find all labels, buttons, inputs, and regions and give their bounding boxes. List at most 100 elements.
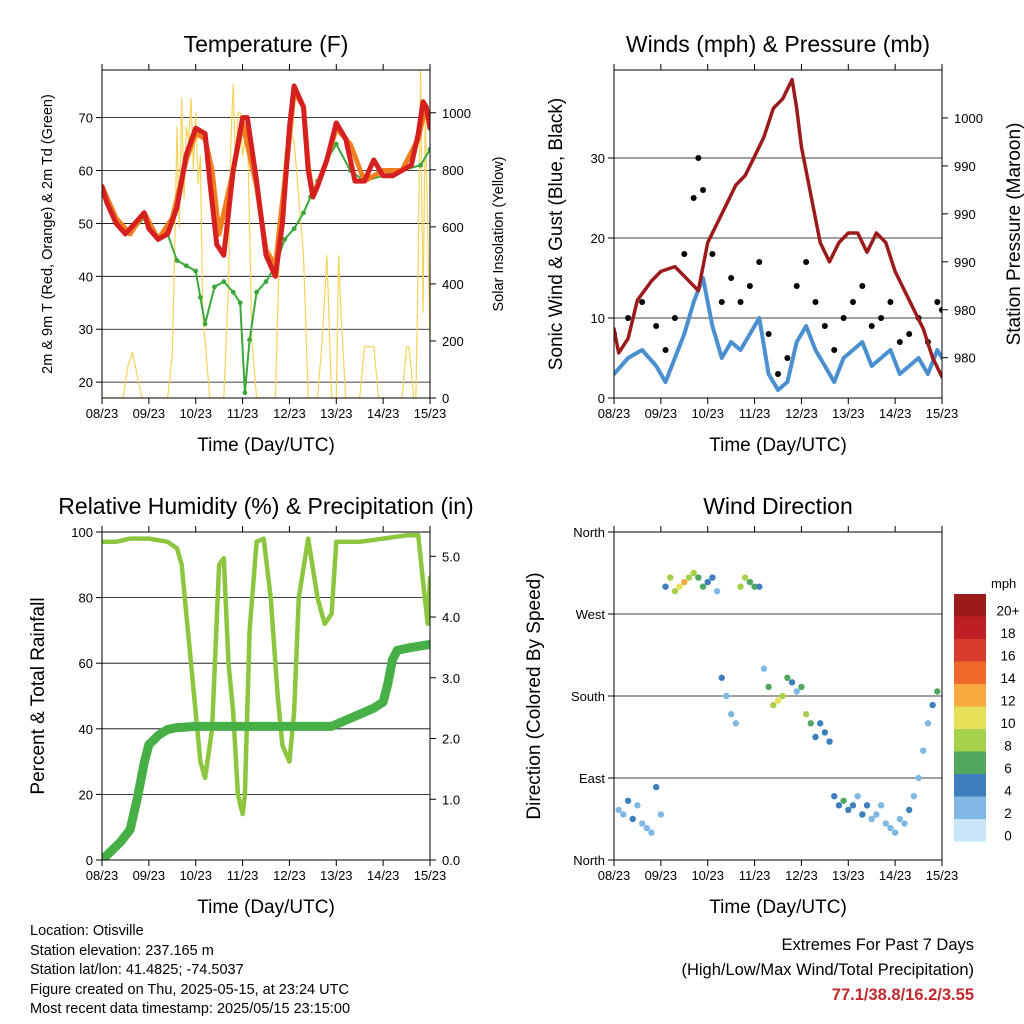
y-axis-label: Direction (Colored By Speed) bbox=[524, 572, 545, 819]
direction-point bbox=[934, 688, 941, 695]
x-tick-label: 09/23 bbox=[645, 868, 678, 883]
dewpoint-point bbox=[212, 284, 217, 290]
panel-title: Winds (mph) & Pressure (mb) bbox=[626, 31, 930, 57]
gust-point bbox=[803, 259, 810, 265]
legend-swatch bbox=[954, 819, 986, 842]
direction-point bbox=[765, 683, 772, 691]
direction-point bbox=[662, 583, 669, 590]
y-axis-label: Percent & Total Rainfall bbox=[28, 597, 49, 794]
gust-point bbox=[878, 315, 885, 321]
y-tick-label: 60 bbox=[79, 656, 93, 671]
y-tick-label: 0 bbox=[598, 391, 605, 406]
x-tick-label: 14/23 bbox=[367, 406, 400, 421]
legend-label: 0 bbox=[1004, 828, 1012, 843]
legend-label: 16 bbox=[1000, 648, 1015, 663]
x-tick-label: 13/23 bbox=[832, 406, 865, 421]
legend-swatch bbox=[954, 661, 986, 684]
station-info: Location: Otisville Station elevation: 2… bbox=[30, 922, 350, 1020]
legend-title: mph bbox=[991, 576, 1016, 591]
direction-point bbox=[737, 583, 744, 590]
recent-data-text: Most recent data timestamp: 2025/05/15 2… bbox=[30, 1001, 351, 1017]
direction-point bbox=[709, 574, 716, 581]
x-tick-label: 09/23 bbox=[133, 868, 166, 883]
x-tick-label: 08/23 bbox=[86, 868, 119, 883]
dewpoint-point bbox=[230, 289, 236, 295]
y-tick-label: West bbox=[576, 607, 606, 622]
legend-swatch bbox=[954, 616, 986, 639]
dewpoint-point bbox=[263, 279, 269, 285]
legend-label: 6 bbox=[1004, 761, 1012, 776]
direction-point bbox=[920, 747, 927, 754]
y-tick-label-right: 1000 bbox=[442, 106, 471, 121]
direction-point bbox=[887, 824, 894, 832]
y-tick-label: North bbox=[573, 853, 605, 868]
direction-point bbox=[690, 569, 697, 577]
direction-point bbox=[849, 802, 857, 809]
direction-point bbox=[901, 820, 908, 827]
y-axis-label-right: Station Pressure (Maroon) bbox=[1004, 123, 1024, 346]
direction-point bbox=[718, 674, 725, 681]
x-tick-label: 12/23 bbox=[785, 406, 818, 421]
direction-point bbox=[643, 824, 650, 832]
legend-swatch bbox=[954, 774, 986, 797]
data-layer bbox=[614, 77, 942, 392]
direction-point bbox=[760, 665, 768, 672]
direction-point bbox=[882, 820, 889, 827]
created-text: Figure created on Thu, 2025-05-15, at 23… bbox=[30, 981, 349, 998]
y-tick-label: North bbox=[573, 525, 605, 540]
direction-point bbox=[727, 711, 735, 718]
plot-frame bbox=[101, 531, 431, 861]
direction-point bbox=[629, 815, 636, 823]
x-tick-label: 09/23 bbox=[645, 406, 678, 421]
y-axis-label-right: Solar Insolation (Yellow) bbox=[491, 156, 507, 311]
direction-point bbox=[638, 820, 646, 827]
plot-frame bbox=[101, 69, 431, 399]
panel-1: 08/23 09/23 10/23 11/23 12/23 13/23 14/23 15/23… bbox=[546, 31, 1024, 456]
humidity-line bbox=[102, 533, 430, 817]
data-layer bbox=[615, 569, 941, 836]
direction-point bbox=[873, 811, 880, 818]
direction-point bbox=[831, 793, 838, 800]
gust-point bbox=[859, 283, 866, 289]
x-axis-label: Time (Day/UTC) bbox=[709, 435, 847, 456]
legend-swatch bbox=[954, 706, 986, 729]
panel-title: Relative Humidity (%) & Precipitation (i… bbox=[58, 493, 473, 519]
direction-point bbox=[798, 683, 805, 691]
gust-point bbox=[784, 355, 791, 361]
y-tick-label: 20 bbox=[79, 375, 93, 390]
y-tick-label: 70 bbox=[79, 111, 93, 126]
gust-point bbox=[765, 331, 772, 337]
panel-2: 08/23 09/23 10/23 11/23 12/23 13/23 14/23 15/23… bbox=[28, 493, 474, 918]
y-tick-label: 40 bbox=[79, 269, 93, 284]
legend-swatch bbox=[954, 684, 986, 707]
y-tick-label: 100 bbox=[71, 525, 93, 540]
direction-point bbox=[620, 811, 627, 818]
temp-2m-line bbox=[102, 83, 430, 279]
pressure-line bbox=[614, 77, 942, 379]
direction-point bbox=[854, 793, 861, 800]
y-tick-label: 20 bbox=[591, 231, 605, 246]
legend-label: 2 bbox=[1004, 806, 1012, 821]
y-tick-label: South bbox=[571, 689, 605, 704]
legend-label: 8 bbox=[1004, 738, 1012, 753]
gust-point bbox=[671, 315, 678, 321]
gust-point bbox=[737, 299, 744, 305]
y-tick-label-right: 0 bbox=[442, 391, 449, 406]
direction-point bbox=[802, 711, 810, 718]
direction-point bbox=[891, 829, 899, 836]
gust-point bbox=[746, 283, 753, 289]
x-tick-label: 12/23 bbox=[273, 406, 306, 421]
x-tick-label: 10/23 bbox=[691, 406, 724, 421]
gust-point bbox=[728, 275, 735, 281]
y-tick-label-right: 5.0 bbox=[442, 549, 460, 564]
dewpoint-point bbox=[301, 210, 306, 216]
x-tick-label: 12/23 bbox=[273, 868, 306, 883]
direction-point bbox=[681, 578, 688, 586]
y-tick-label: 60 bbox=[79, 164, 93, 179]
direction-point bbox=[742, 574, 749, 581]
dewpoint-point bbox=[427, 146, 430, 152]
direction-point bbox=[713, 588, 721, 595]
gust-point bbox=[896, 339, 903, 345]
direction-point bbox=[840, 797, 847, 804]
